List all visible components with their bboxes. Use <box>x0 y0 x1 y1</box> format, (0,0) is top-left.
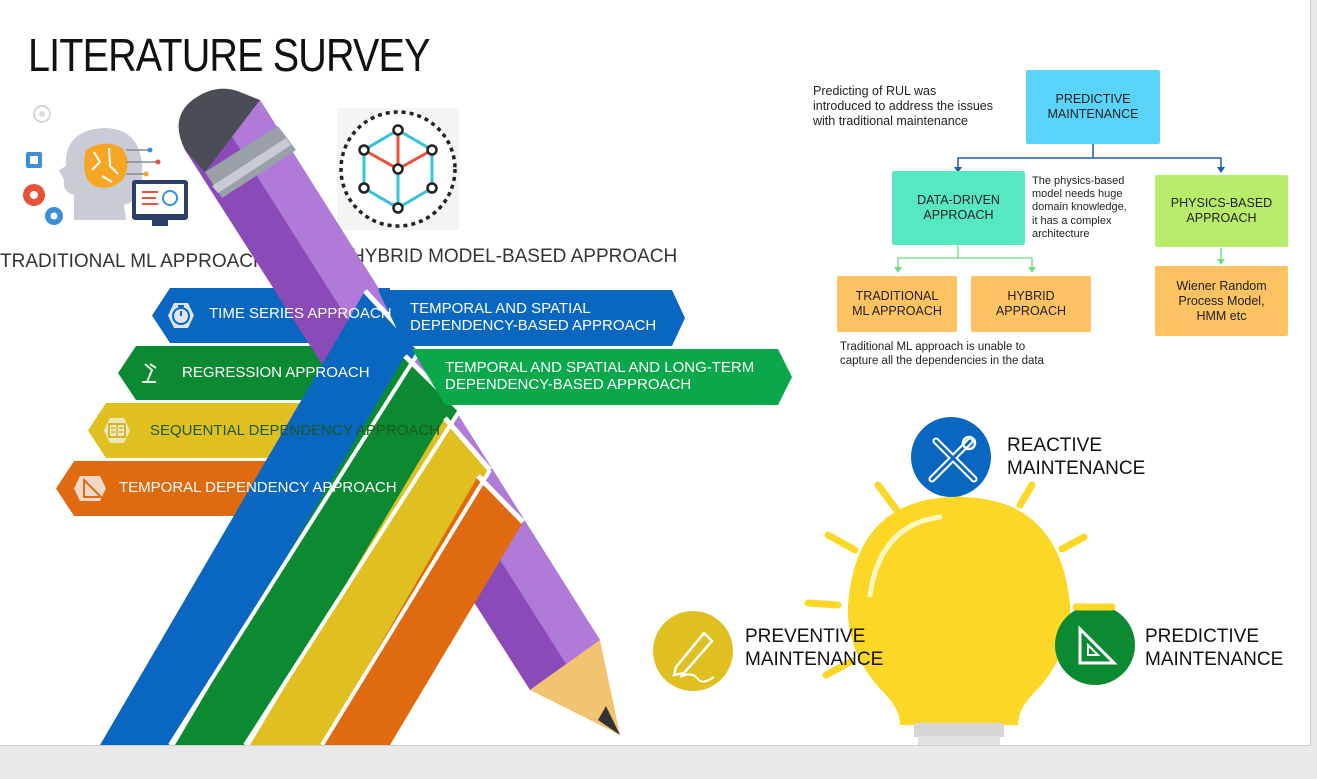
physics-note: The physics-based model needs huge domain … <box>1032 175 1127 240</box>
right-band-1: TEMPORAL AND SPATIAL DEPENDENCY-BASED APP… <box>410 300 657 334</box>
wiener-box: Wiener Random Process Model, HMM etc <box>1155 266 1288 336</box>
traditional-note: Traditional ML approach is unable to capt… <box>840 341 1044 367</box>
right-band-2: TEMPORAL AND SPATIAL AND LONG-TERM DEPEND… <box>445 359 755 393</box>
slide: LITERATURE SURVEY TRADITIONAL ML APPROAC… <box>0 0 1311 746</box>
rul-intro-note: Predicting of RUL was introduced to addre… <box>813 84 993 128</box>
set-square-icon <box>74 476 106 501</box>
bulb-icon <box>847 497 1071 725</box>
band-label-temporal: TEMPORAL DEPENDENCY APPROACH <box>119 479 397 496</box>
stopwatch-icon <box>168 303 194 328</box>
desk-lamp-icon <box>136 361 162 385</box>
slide-title: LITERATURE SURVEY <box>28 29 430 81</box>
flowchart-connectors <box>894 144 1225 273</box>
band-regression <box>118 346 370 400</box>
physics-based-box: PHYSICS-BASED APPROACH <box>1155 175 1288 247</box>
network-hexagon-icon <box>337 108 459 230</box>
traditional-ml-caption: TRADITIONAL ML APPROACH <box>0 251 267 272</box>
preventive-maintenance-label: PREVENTIVE MAINTENANCE <box>745 626 884 670</box>
predictive-maintenance-box: PREDICTIVE MAINTENANCE <box>1026 70 1160 144</box>
set-square-icon <box>1055 603 1135 685</box>
band-label-sequential: SEQUENTIAL DEPENDENCY APPROACH <box>150 422 441 439</box>
band-label-time-series: TIME SERIES APPROACH <box>209 305 392 322</box>
hybrid-caption: HYBRID MODEL-BASED APPROACH <box>351 246 678 267</box>
tools-icon <box>911 417 991 497</box>
light-bulb-graphic <box>653 417 1135 745</box>
band-label-regression: REGRESSION APPROACH <box>182 364 370 381</box>
predictive-maintenance-label: PREDICTIVE MAINTENANCE <box>1145 626 1284 670</box>
hybrid-box: HYBRID APPROACH <box>971 276 1091 332</box>
traditional-ml-box: TRADITIONAL ML APPROACH <box>837 276 957 332</box>
data-driven-box: DATA-DRIVEN APPROACH <box>892 171 1025 245</box>
ai-head-icon <box>23 105 188 226</box>
book-icon <box>104 418 130 443</box>
status-bar <box>0 746 1317 779</box>
pencil-ribbon-graphic <box>56 88 792 745</box>
reactive-maintenance-label: REACTIVE MAINTENANCE <box>1007 435 1146 479</box>
pen-icon <box>653 611 733 691</box>
